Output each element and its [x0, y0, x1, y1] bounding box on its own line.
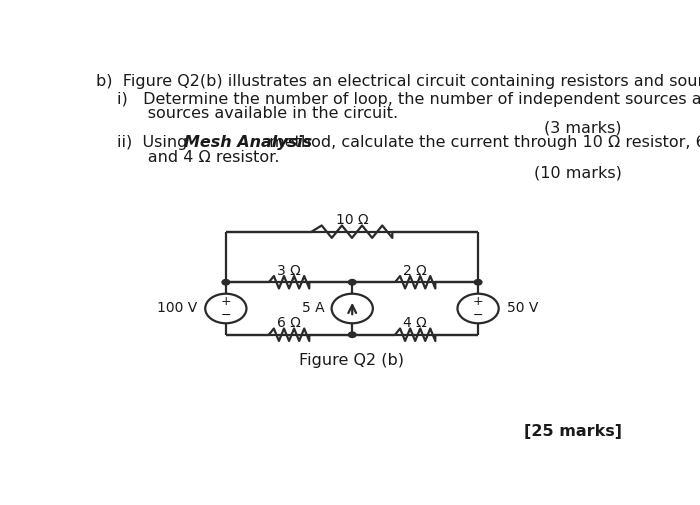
- Text: +: +: [473, 295, 484, 308]
- Text: Figure Q2 (b): Figure Q2 (b): [300, 353, 405, 368]
- Text: 6 Ω: 6 Ω: [277, 316, 301, 330]
- Text: +: +: [220, 295, 231, 308]
- Text: i)   Determine the number of loop, the number of independent sources and the dep: i) Determine the number of loop, the num…: [118, 92, 700, 107]
- Text: ii)  Using: ii) Using: [118, 135, 192, 150]
- Text: 50 V: 50 V: [507, 301, 538, 316]
- Circle shape: [222, 280, 230, 285]
- Text: −: −: [473, 309, 483, 322]
- Circle shape: [349, 280, 356, 285]
- Text: −: −: [220, 309, 231, 322]
- Circle shape: [205, 294, 246, 323]
- Circle shape: [349, 332, 356, 337]
- Text: (10 marks): (10 marks): [534, 166, 622, 181]
- Text: 4 Ω: 4 Ω: [403, 316, 427, 330]
- Text: 5 A: 5 A: [302, 301, 325, 316]
- Text: [25 marks]: [25 marks]: [524, 424, 622, 439]
- Text: 2 Ω: 2 Ω: [403, 264, 427, 278]
- Text: 100 V: 100 V: [157, 301, 197, 316]
- Text: 10 Ω: 10 Ω: [336, 213, 368, 227]
- Text: 3 Ω: 3 Ω: [277, 264, 301, 278]
- Circle shape: [458, 294, 498, 323]
- Circle shape: [475, 280, 482, 285]
- Text: Mesh Analysis: Mesh Analysis: [184, 135, 312, 150]
- Text: b)  Figure Q2(b) illustrates an electrical circuit containing resistors and sour: b) Figure Q2(b) illustrates an electrica…: [96, 74, 700, 89]
- Text: sources available in the circuit.: sources available in the circuit.: [118, 107, 398, 122]
- Text: and 4 Ω resistor.: and 4 Ω resistor.: [118, 150, 280, 165]
- Text: method, calculate the current through 10 Ω resistor, 6 Ω resistor: method, calculate the current through 10…: [264, 135, 700, 150]
- Text: (3 marks): (3 marks): [545, 121, 622, 136]
- Circle shape: [332, 294, 373, 323]
